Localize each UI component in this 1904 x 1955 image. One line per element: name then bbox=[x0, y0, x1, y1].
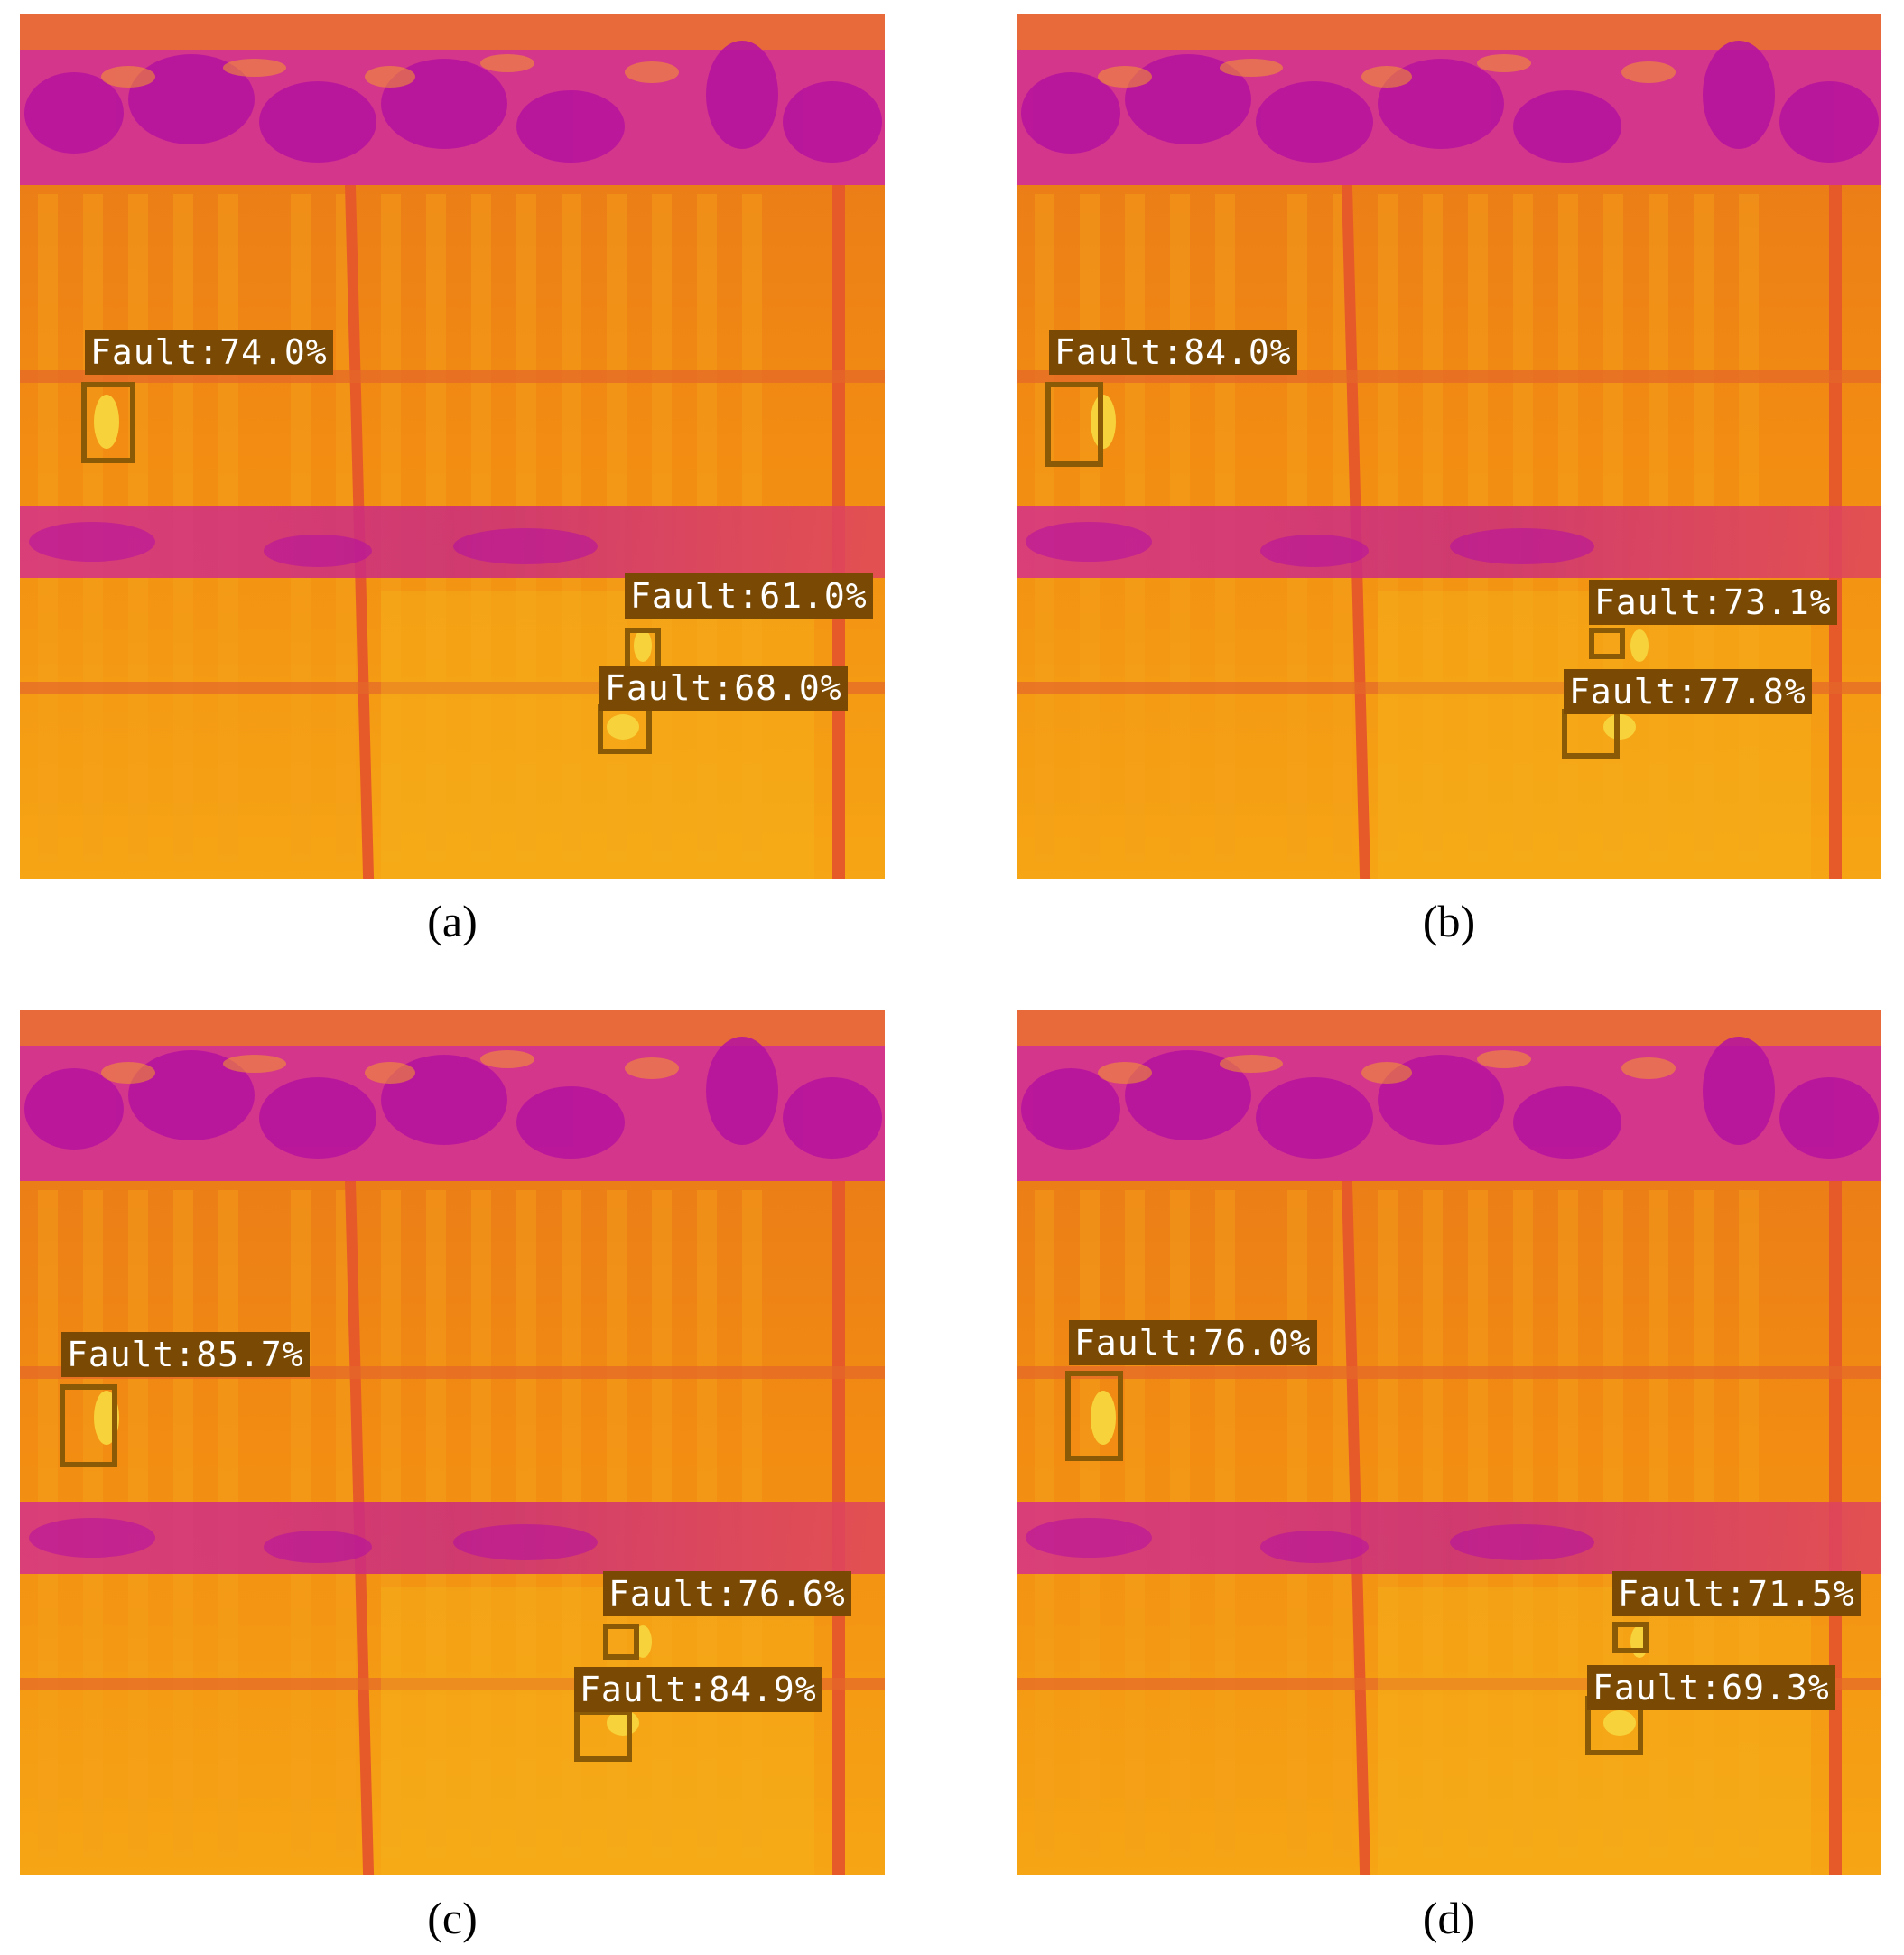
detection-label: Fault:68.0% bbox=[599, 666, 848, 711]
thermal-scene-b bbox=[1017, 14, 1881, 879]
detection-box bbox=[81, 382, 135, 463]
detection-label: Fault:77.8% bbox=[1564, 669, 1812, 714]
detection-label: Fault:84.0% bbox=[1049, 330, 1297, 375]
detection-label: Fault:84.9% bbox=[574, 1667, 822, 1712]
thermal-image-d: Fault:76.0% Fault:71.5% Fault:69.3% bbox=[1017, 1010, 1881, 1875]
panel-caption-b: (b) bbox=[1422, 896, 1476, 946]
detection-label: Fault:71.5% bbox=[1612, 1571, 1861, 1616]
detection-box bbox=[1589, 628, 1625, 659]
detection-label: Fault:73.1% bbox=[1589, 580, 1837, 625]
detection-label: Fault:61.0% bbox=[625, 573, 873, 619]
detection-label: Fault:74.0% bbox=[85, 330, 333, 375]
detection-box bbox=[1562, 709, 1620, 759]
detection-box bbox=[574, 1709, 632, 1762]
thermal-image-a: Fault:74.0% Fault:61.0% Fault:68.0% bbox=[20, 14, 885, 879]
detection-box bbox=[60, 1384, 117, 1467]
detection-label: Fault:76.6% bbox=[603, 1571, 851, 1616]
detection-box bbox=[598, 704, 652, 754]
detection-label: Fault:85.7% bbox=[61, 1332, 310, 1377]
detection-box bbox=[1045, 382, 1103, 467]
panel-caption-a: (a) bbox=[427, 896, 478, 946]
detection-label: Fault:76.0% bbox=[1069, 1320, 1317, 1365]
detection-box bbox=[603, 1624, 639, 1660]
thermal-scene-a bbox=[20, 14, 885, 879]
panel-caption-d: (d) bbox=[1422, 1893, 1476, 1943]
thermal-image-b: Fault:84.0% Fault:73.1% Fault:77.8% bbox=[1017, 14, 1881, 879]
thermal-image-c: Fault:85.7% Fault:76.6% Fault:84.9% bbox=[20, 1010, 885, 1875]
thermal-scene-c bbox=[20, 1010, 885, 1875]
detection-box bbox=[1065, 1371, 1123, 1461]
detection-label: Fault:69.3% bbox=[1587, 1665, 1835, 1710]
detection-box bbox=[1612, 1622, 1649, 1653]
thermal-scene-d bbox=[1017, 1010, 1881, 1875]
panel-caption-c: (c) bbox=[427, 1893, 478, 1943]
